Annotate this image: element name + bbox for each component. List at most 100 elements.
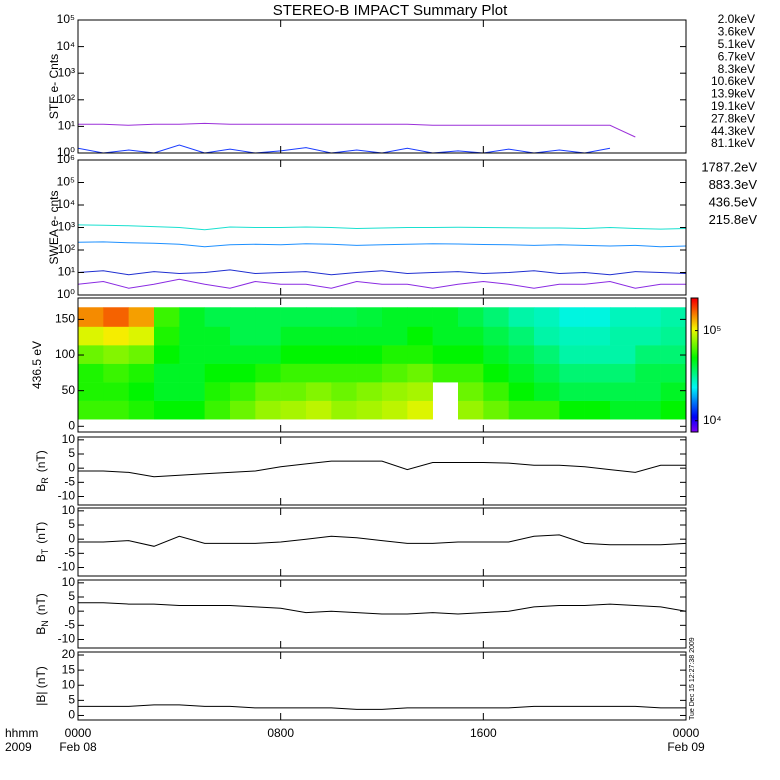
y-axis-label-text: B: [34, 484, 48, 492]
heatmap-cell: [78, 345, 104, 364]
heatmap-cell: [255, 326, 281, 346]
heatmap-cell: [458, 307, 484, 327]
colorbar-segment: [691, 360, 698, 363]
heatmap-cell: [508, 345, 535, 364]
y-axis-label-unit: (nT): [34, 593, 48, 615]
colorbar-segment: [691, 382, 698, 385]
series-line: [78, 704, 686, 710]
y-axis-label-sub: R: [40, 477, 50, 484]
colorbar-segment: [691, 380, 698, 383]
legend-label: 215.8eV: [709, 212, 758, 227]
heatmap-cell: [230, 326, 256, 346]
y-tick-label: 10: [62, 575, 76, 589]
heatmap-cell: [306, 345, 332, 364]
legend-label: 5.1keV: [718, 37, 755, 51]
colorbar-segment: [691, 322, 698, 325]
y-tick-label: 10³: [58, 220, 75, 234]
heatmap-cell: [458, 363, 484, 383]
heatmap-cell: [331, 307, 357, 327]
legend-label: 81.1keV: [711, 136, 755, 150]
colorbar-segment: [691, 366, 698, 369]
heatmap-cell: [584, 345, 611, 364]
y-tick-label: 10²: [58, 242, 75, 256]
heatmap-cell: [230, 400, 256, 420]
heatmap-cell: [610, 400, 636, 420]
heatmap-cell: [458, 345, 484, 364]
heatmap-cell: [204, 345, 231, 364]
heatmap-cell: [660, 345, 686, 364]
y-axis-label: BN (nT): [34, 593, 50, 635]
heatmap-cell: [534, 345, 560, 364]
colorbar-segment: [691, 320, 698, 323]
colorbar-segment: [691, 358, 698, 361]
heatmap-cell: [230, 382, 256, 401]
heatmap-cell: [610, 307, 636, 327]
legend-label: 436.5eV: [709, 194, 758, 209]
series-line: [78, 534, 686, 547]
y-tick-label: 10¹: [58, 119, 75, 133]
heatmap-cell: [128, 400, 155, 420]
heatmap-cell: [179, 307, 205, 327]
y-axis-label: BR (nT): [34, 450, 50, 492]
y-axis-label-text: B: [34, 627, 48, 635]
y-tick-label: 15: [62, 662, 76, 676]
y-tick-label: -10: [58, 560, 76, 574]
y-axis-label-text: SWEA e- cnts: [47, 190, 61, 264]
x-tick-label: 0800: [267, 726, 294, 740]
heatmap-cell: [407, 307, 433, 327]
colorbar-segment: [691, 310, 698, 313]
y-tick-label: 0: [68, 603, 75, 617]
heatmap-cell: [103, 400, 129, 420]
heatmap-cell: [78, 307, 104, 327]
y-tick-label: 10¹: [58, 265, 75, 279]
series-line: [78, 122, 636, 138]
colorbar-segment: [691, 412, 698, 415]
y-tick-label: -10: [58, 489, 76, 503]
heatmap-cell: [280, 345, 307, 364]
panel-frame: [77, 507, 687, 577]
y-axis-label-unit: (nT): [34, 450, 48, 472]
colorbar-segment: [691, 376, 698, 379]
heatmap-cell: [584, 382, 611, 401]
heatmap-cell: [660, 326, 686, 346]
heatmap-cell: [103, 326, 129, 346]
heatmap-cell: [407, 326, 433, 346]
colorbar-segment: [691, 300, 698, 303]
heatmap-cell: [204, 400, 231, 420]
y-axis-label-text: |B| (nT): [34, 666, 48, 706]
legend-label: 1787.2eV: [701, 159, 757, 174]
legend-label: 6.7keV: [718, 49, 755, 63]
y-axis-label-sub: N: [40, 620, 50, 627]
y-axis-label-sub: T: [40, 548, 50, 554]
y-axis-label: SWEA e- cnts: [47, 190, 61, 264]
heatmap-cell: [432, 326, 459, 346]
colorbar-segment: [691, 298, 698, 301]
series-line: [78, 241, 686, 248]
colorbar-segment: [691, 384, 698, 387]
heatmap-cell: [483, 363, 509, 383]
heatmap-cell: [407, 400, 433, 420]
colorbar-segment: [691, 308, 698, 311]
heatmap-cell: [306, 363, 332, 383]
heatmap-cell: [356, 363, 383, 383]
heatmap-cell: [584, 400, 611, 420]
heatmap-cell: [306, 400, 332, 420]
y-tick-label: 0: [68, 708, 75, 722]
heatmap-cell: [331, 345, 357, 364]
heatmap-cell: [306, 326, 332, 346]
colorbar-segment: [691, 394, 698, 397]
colorbar-segment: [691, 428, 698, 431]
heatmap-cell: [154, 363, 180, 383]
colorbar-segment: [691, 420, 698, 423]
colorbar-segment: [691, 314, 698, 317]
heatmap-cell: [407, 363, 433, 383]
heatmap-cell: [255, 307, 281, 327]
heatmap-cell: [584, 363, 611, 383]
y-tick-label: 50: [62, 383, 76, 397]
colorbar-segment: [691, 390, 698, 393]
heatmap-cell: [179, 382, 205, 401]
y-tick-label: 10²: [58, 92, 75, 106]
y-tick-label: 10⁶: [57, 152, 75, 166]
heatmap-cell: [154, 382, 180, 401]
colorbar-segment: [691, 364, 698, 367]
